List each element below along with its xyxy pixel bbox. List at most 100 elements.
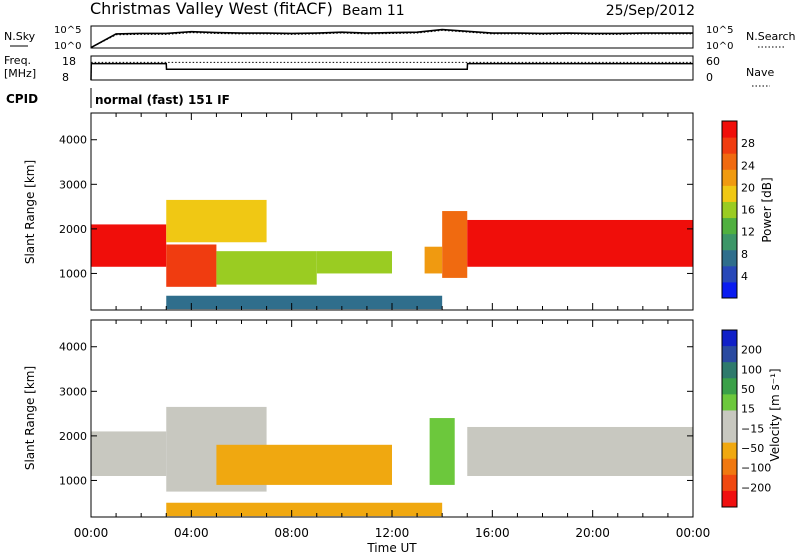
x-tick-label: 16:00 [475,526,510,540]
nsky-label: N.Sky [4,30,36,43]
y-tick-label: 2000 [59,430,87,443]
colorbar-tick-label: 8 [741,248,748,261]
y-tick-label: 1000 [59,267,87,280]
echo-region [424,246,443,274]
colorbar-tick-label: 15 [741,403,755,416]
colorbar-tick-label: −15 [741,422,764,435]
y-tick-label: 3000 [59,385,87,398]
colorbar-swatch [722,217,737,235]
cpid-value: normal (fast) 151 IF [95,93,230,107]
noise-series-nsearch [90,29,693,49]
velocity-field [91,406,693,517]
colorbar-frame [721,120,738,299]
freq-tick-low: 8 [62,71,69,84]
power-axes: 1000 2000 3000 4000 [59,113,694,310]
colorbar-swatch [722,265,737,283]
date-label: 25/Sep/2012 [606,3,695,19]
cpid-label: CPID [6,92,38,106]
y-tick-label: 4000 [59,134,87,147]
colorbar-swatch [722,137,737,154]
colorbar-frame [721,329,738,508]
colorbar-swatch [722,490,737,508]
noise-tick-high-right: 10^5 [706,25,733,36]
colorbar-tick-label: 24 [741,159,755,172]
nave-series [90,61,693,81]
echo-region [467,219,693,267]
colorbar-tick-label: −100 [741,462,771,475]
echo-region [467,426,693,476]
echo-region [216,251,317,285]
noise-tick-high-left: 10^5 [54,25,81,36]
x-tick-label: 08:00 [274,526,309,540]
nave-tick-low: 0 [706,71,713,84]
echo-region [216,444,392,485]
freq-unit-label: [MHz] [4,67,36,80]
x-tick-label: 00:00 [74,526,109,540]
colorbar-swatch [722,378,737,395]
colorbar-swatch [722,185,737,202]
station-title: Christmas Valley West (fitACF) [90,0,333,18]
echo-region [442,211,468,278]
nsearch-label: N.Search [746,30,796,43]
colorbar-tick-label: 20 [741,181,755,194]
colorbar-tick-label: 4 [741,270,748,283]
echo-region [316,251,392,274]
colorbar-tick-label: 100 [741,363,762,376]
x-tick-label: 12:00 [375,526,410,540]
echo-region [166,295,443,310]
colorbar-swatch [722,233,737,251]
time-axis: 00:00 04:00 08:00 12:00 16:00 20:00 00:00 [74,526,711,540]
colorbar-tick-label: 16 [741,204,755,217]
colorbar-swatch [722,346,737,363]
velocity-ylabel: Slant Range [km] [23,366,37,470]
colorbar-tick-label: 12 [741,226,755,239]
echo-region [429,418,455,485]
power-ylabel: Slant Range [km] [23,160,37,264]
velocity-colorbar-label: Velocity [m s⁻¹] [768,368,782,461]
time-axis-label: Time UT [366,541,417,554]
colorbar-tick-label: 28 [741,137,755,150]
colorbar-swatch [722,201,737,219]
colorbar-swatch [722,458,737,476]
echo-region [91,224,167,267]
nave-tick-high: 60 [706,55,720,68]
freq-series-group [90,61,693,81]
noise-panel-frame [90,25,694,49]
colorbar-swatch [722,362,737,379]
echo-region [166,502,443,517]
power-colorbar-label: Power [dB] [760,177,774,242]
noise-tick-low-left: 10^0 [54,41,81,52]
freq-tick-high: 18 [62,55,76,68]
y-tick-label: 2000 [59,223,87,236]
x-tick-label: 00:00 [676,526,711,540]
y-tick-label: 3000 [59,178,87,191]
noise-tick-low-right: 10^0 [706,41,733,52]
colorbar-tick-label: 200 [741,344,762,357]
colorbar-swatch [722,474,737,492]
colorbar-swatch [722,442,737,460]
colorbar-swatch [722,394,737,411]
echo-region [91,431,167,476]
colorbar-swatch [722,169,737,186]
x-tick-label: 20:00 [575,526,610,540]
colorbar-tick-label: 50 [741,383,755,396]
colorbar-swatch [722,121,737,138]
power-colorbar: 4 8 12 16 20 24 28 [721,120,755,299]
echo-region [166,199,267,243]
colorbar-tick-label: −200 [741,481,771,494]
freq-series [90,62,693,81]
noise-series-group [90,28,693,49]
colorbar-swatch [722,410,737,428]
colorbar-swatch [722,330,737,347]
colorbar-swatch [722,249,737,267]
echo-region [166,244,217,287]
freq-label: Freq. [4,54,31,67]
colorbar-tick-label: −50 [741,442,764,455]
colorbar-swatch [722,153,737,170]
freq-panel-frame [90,55,694,81]
velocity-axes: 1000 2000 3000 4000 [59,320,694,517]
nave-label: Nave [746,66,774,79]
power-field [91,199,693,310]
